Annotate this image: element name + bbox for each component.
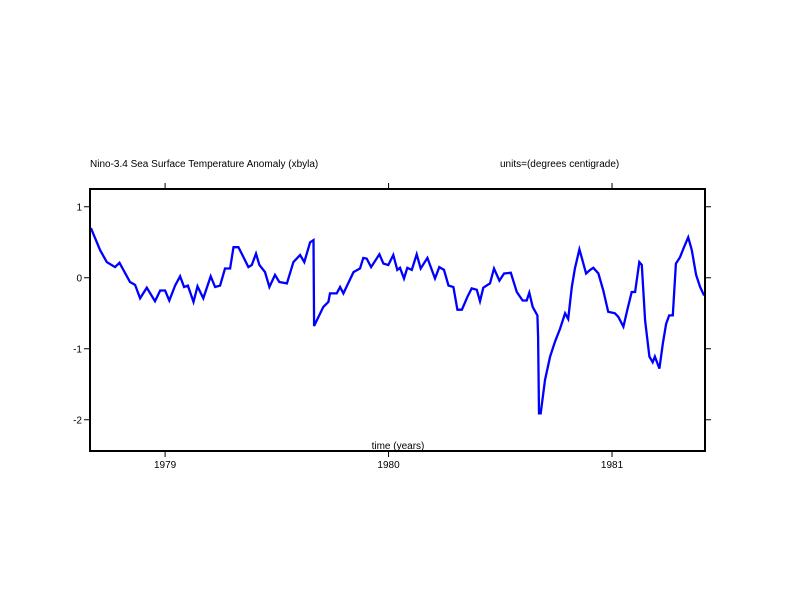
x-tick-label: 1980	[377, 460, 400, 471]
series-line	[89, 227, 706, 415]
axis-ticks: 1979 1980 1981 1 0 -1 -2	[73, 183, 711, 471]
chart-title: Nino-3.4 Sea Surface Temperature Anomaly…	[90, 159, 318, 170]
x-tick-label: 1981	[601, 460, 624, 471]
x-axis-label: time (years)	[372, 441, 425, 452]
y-tick-label: 1	[76, 202, 82, 213]
y-tick-label: -2	[73, 415, 82, 426]
plot-frame	[89, 188, 706, 452]
units-label: units=(degrees centigrade)	[500, 159, 619, 170]
y-tick-label: -1	[73, 344, 82, 355]
y-tick-label: 0	[76, 273, 82, 284]
x-tick-label: 1979	[154, 460, 177, 471]
